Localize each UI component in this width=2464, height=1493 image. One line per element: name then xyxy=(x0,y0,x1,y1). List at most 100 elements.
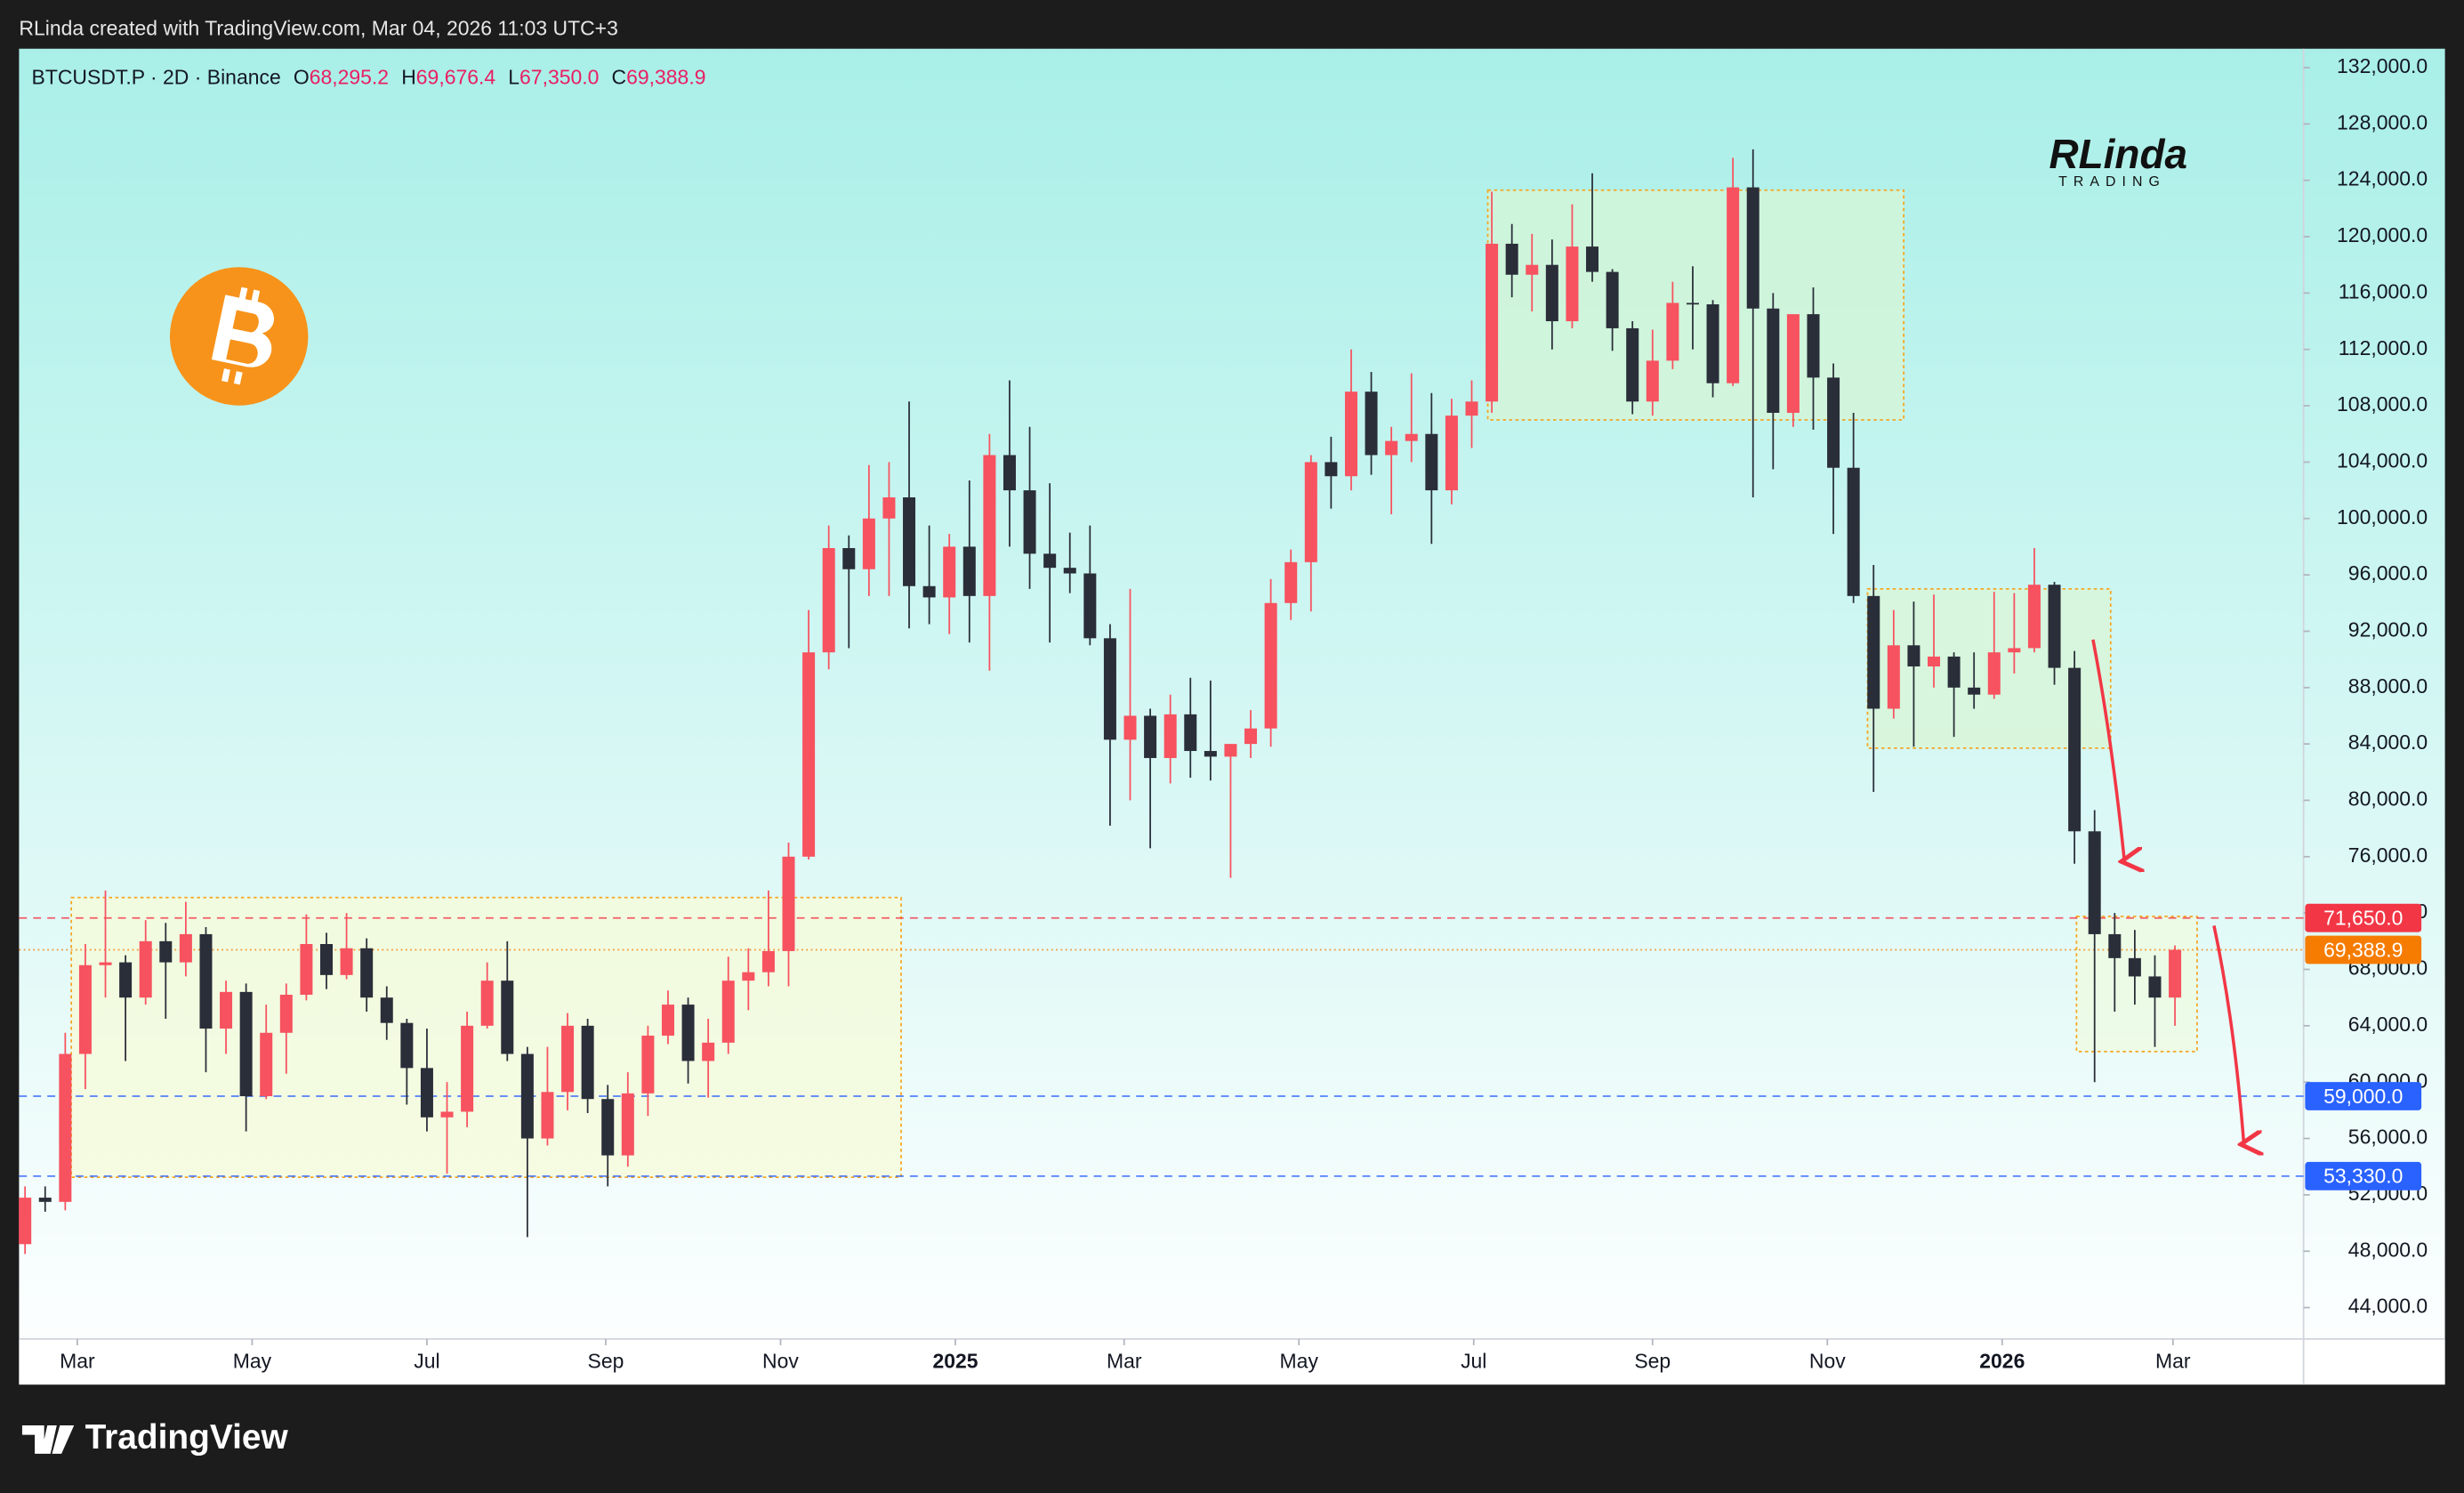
candle-body xyxy=(702,1042,715,1061)
y-tick-label: 80,000.0 xyxy=(2348,787,2428,811)
ohlc-key: C xyxy=(612,65,627,88)
candle-body xyxy=(641,1035,655,1094)
logo-tagline: TRADING xyxy=(2058,174,2166,190)
candle-body xyxy=(2048,585,2061,668)
candle-body xyxy=(1083,573,1097,639)
candle-body xyxy=(2027,585,2041,649)
candle-body xyxy=(220,991,233,1029)
candle-body xyxy=(1325,462,1338,477)
candle-body xyxy=(862,518,875,569)
candle-body xyxy=(903,496,916,586)
y-tick-label: 132,000.0 xyxy=(2337,54,2428,77)
footer-logo: TradingView xyxy=(21,1418,288,1457)
y-tick-label: 108,000.0 xyxy=(2337,392,2428,416)
candle-body xyxy=(822,548,835,653)
candle-body xyxy=(1727,187,1740,383)
y-tick-label: 56,000.0 xyxy=(2348,1126,2428,1149)
candle-body xyxy=(1686,303,1699,305)
candle-body xyxy=(2169,949,2182,998)
candle-body xyxy=(300,944,313,996)
candle-body xyxy=(1606,271,1619,328)
ohlc-value: 68,295.2 xyxy=(310,65,389,88)
time-axis xyxy=(19,1338,2445,1385)
candle-body xyxy=(782,856,795,951)
candle-body xyxy=(1706,304,1719,383)
candle-body xyxy=(842,548,856,569)
candle-body xyxy=(1767,308,1780,413)
candle-body xyxy=(199,933,213,1029)
y-tick-label: 104,000.0 xyxy=(2337,448,2428,472)
y-tick-label: 64,000.0 xyxy=(2348,1013,2428,1036)
candle-body xyxy=(1987,652,2001,695)
x-tick-label: Jul xyxy=(1461,1349,1486,1372)
price-badge-label: 59,000.0 xyxy=(2323,1085,2403,1108)
ohlc-value: 69,388.9 xyxy=(626,65,705,88)
ohlc-value: 67,350.0 xyxy=(519,65,599,88)
candle-body xyxy=(661,1005,674,1036)
candle-body xyxy=(581,1025,594,1100)
candle-body xyxy=(360,948,374,998)
candle-body xyxy=(681,1005,695,1061)
candle-body xyxy=(2068,667,2082,832)
price-badge-label: 69,388.9 xyxy=(2323,938,2403,961)
x-tick-label: Mar xyxy=(1107,1349,1142,1372)
y-tick-label: 116,000.0 xyxy=(2339,279,2428,303)
candle-body xyxy=(1586,246,1599,272)
price-badge-label: 53,330.0 xyxy=(2323,1165,2403,1188)
x-tick-label: May xyxy=(233,1349,272,1372)
y-tick-label: 96,000.0 xyxy=(2348,561,2428,585)
candle-body xyxy=(239,991,253,1097)
x-tick-label: Sep xyxy=(1634,1349,1671,1372)
candle-body xyxy=(561,1025,575,1093)
y-tick-label: 112,000.0 xyxy=(2339,336,2428,359)
y-tick-label: 128,000.0 xyxy=(2337,110,2428,133)
price-badge xyxy=(2305,1082,2422,1110)
candle-body xyxy=(1144,715,1157,758)
candle-body xyxy=(1184,714,1197,752)
candle-body xyxy=(922,585,936,598)
candle-body xyxy=(38,1198,52,1202)
price-badge xyxy=(2305,935,2422,964)
x-tick-label: 2025 xyxy=(932,1349,978,1372)
candle-body xyxy=(2088,831,2101,934)
candle-body xyxy=(19,1198,32,1245)
candle-body xyxy=(99,962,112,965)
candle-body xyxy=(1626,327,1639,402)
x-tick-label: Jul xyxy=(414,1349,439,1372)
candle-body xyxy=(1224,744,1237,757)
y-tick-label: 84,000.0 xyxy=(2348,730,2428,754)
candle-body xyxy=(2148,976,2162,998)
y-tick-label: 124,000.0 xyxy=(2337,167,2428,190)
candle-body xyxy=(440,1111,454,1118)
candle-body xyxy=(1666,303,1679,361)
candle-body xyxy=(1887,645,1900,709)
candle-body xyxy=(1204,751,1217,757)
candle-body xyxy=(1164,714,1177,758)
candle-body xyxy=(1003,455,1016,491)
candle-body xyxy=(1043,553,1057,569)
candle-body xyxy=(319,944,333,975)
candle-body xyxy=(983,455,996,596)
candle-body xyxy=(119,962,133,998)
candle-body xyxy=(2108,933,2122,958)
price-badge xyxy=(2305,1161,2422,1190)
brand-logo: RLinda TRADING xyxy=(2049,131,2187,190)
y-tick-label: 76,000.0 xyxy=(2348,843,2428,867)
arrow xyxy=(2212,924,2244,1144)
candle-body xyxy=(159,940,173,963)
y-tick-label: 100,000.0 xyxy=(2337,505,2428,529)
candle-body xyxy=(59,1053,72,1202)
y-tick-label: 88,000.0 xyxy=(2348,674,2428,698)
candle-body xyxy=(520,1053,534,1139)
candle-body xyxy=(400,1022,414,1069)
bitcoin-icon xyxy=(169,267,309,406)
y-tick-label: 44,000.0 xyxy=(2348,1295,2428,1318)
candle-body xyxy=(1344,391,1357,477)
candle-body xyxy=(1847,467,1860,596)
candle-body xyxy=(721,981,735,1043)
candle-body xyxy=(380,997,393,1023)
y-tick-label: 92,000.0 xyxy=(2348,617,2428,641)
candle-body xyxy=(1123,715,1137,740)
candle-body xyxy=(1646,360,1659,402)
candle-body xyxy=(1445,416,1458,491)
